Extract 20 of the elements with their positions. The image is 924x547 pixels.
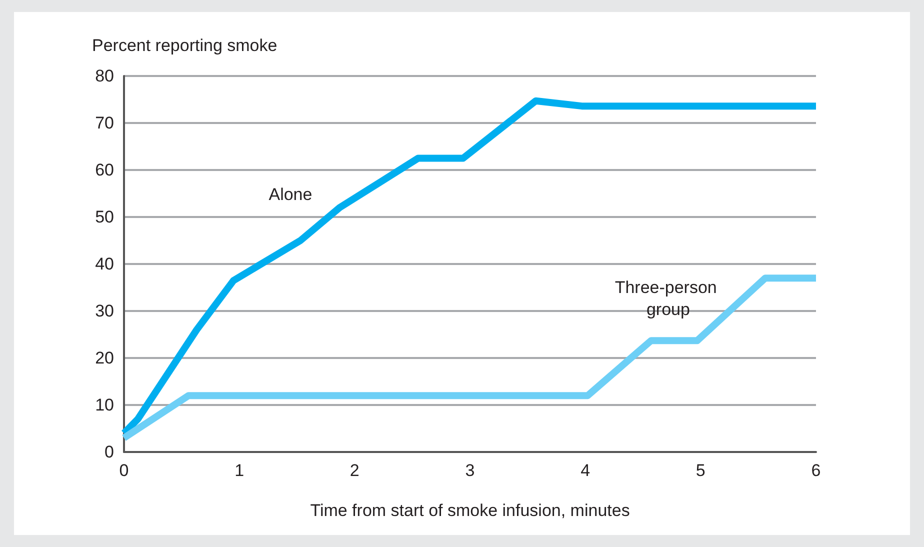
x-tick-label: 6 (811, 461, 821, 480)
y-tick-label: 30 (95, 302, 114, 320)
y-tick-label: 60 (95, 160, 114, 180)
x-tick-label: 4 (580, 461, 590, 480)
y-axis-title: Percent reporting smoke (92, 36, 278, 55)
y-tick-label: 0 (104, 442, 114, 462)
x-tick-label: 1 (234, 461, 244, 480)
y-tick-label: 70 (95, 114, 114, 132)
y-tick-label: 50 (95, 208, 114, 226)
series-label: Alone (268, 185, 312, 204)
y-tick-label: 80 (95, 66, 114, 86)
y-tick-label: 40 (95, 254, 114, 274)
x-tick-label: 2 (350, 461, 360, 480)
series-label: Three-person group (614, 278, 722, 320)
x-tick-label: 3 (465, 461, 475, 480)
x-axis-title: Time from start of smoke infusion, minutes (310, 501, 630, 520)
x-tick-label: 0 (119, 461, 129, 480)
y-tick-label: 10 (95, 396, 114, 414)
y-tick-label: 20 (95, 348, 114, 368)
x-tick-label: 5 (696, 461, 706, 480)
